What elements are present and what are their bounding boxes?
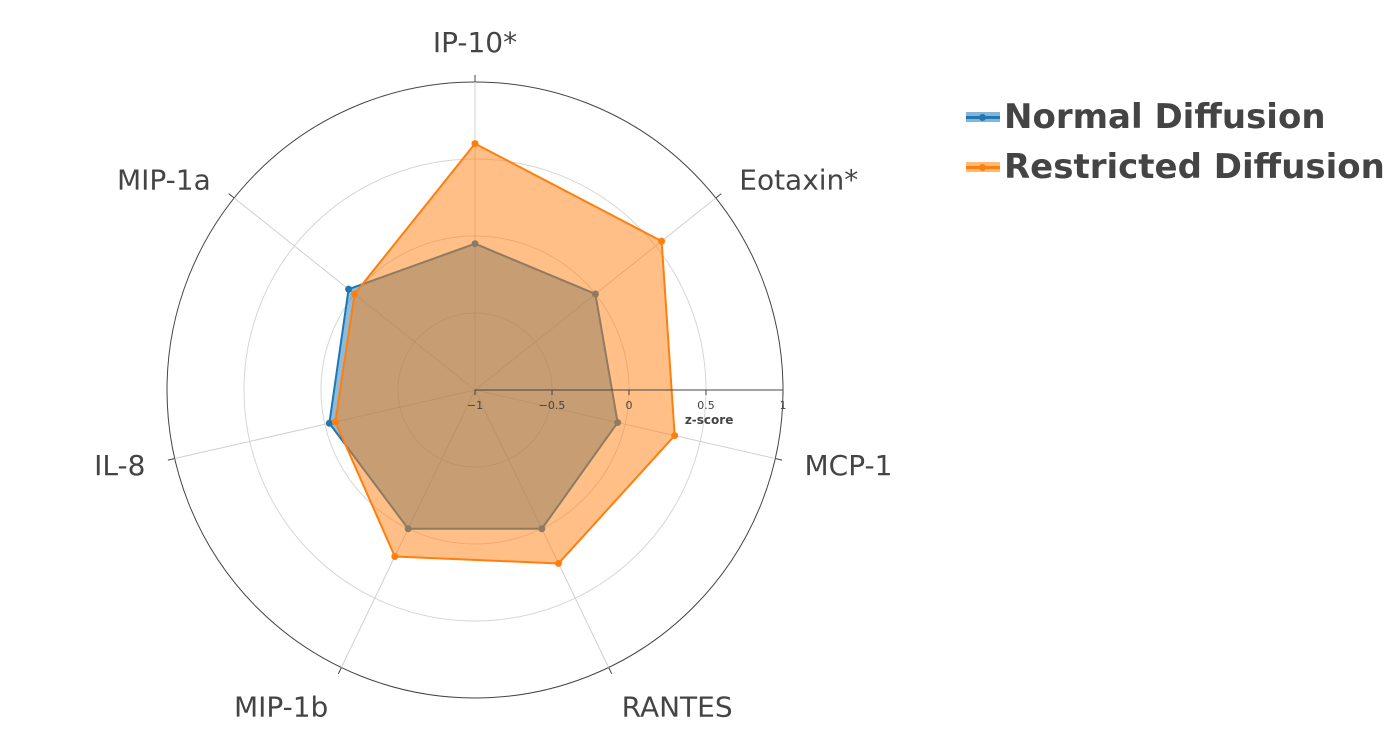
data-point-restricted-diffusion-4[interactable] <box>391 552 399 560</box>
radar-angular-tick <box>167 458 175 461</box>
category-label: MIP-1a <box>117 163 211 196</box>
radial-axis-title: z-score <box>685 413 734 427</box>
category-label: IP-10* <box>433 26 517 59</box>
category-label: MCP-1 <box>805 449 893 482</box>
legend-swatch-dot <box>979 114 986 121</box>
category-label: Eotaxin* <box>739 163 858 196</box>
radar-angular-tick <box>228 193 235 199</box>
category-labels: IP-10* Eotaxin* MCP-1 RANTES MIP-1b IL-8 MIP-1… <box>94 26 892 724</box>
category-label: IL-8 <box>94 449 145 482</box>
legend-label-restricted-diffusion: Restricted Diffusion <box>1004 147 1384 187</box>
data-point-restricted-diffusion-2[interactable] <box>671 432 679 440</box>
radial-axis-tick-label: −0.5 <box>539 399 566 412</box>
series-area-restricted-diffusion[interactable] <box>334 142 676 565</box>
radar-angular-tick <box>337 667 342 675</box>
radial-axis: −1 −0.5 0 0.5 1 z-score <box>467 389 787 427</box>
radar-angular-tick <box>715 193 722 199</box>
legend-item-restricted-diffusion[interactable]: Restricted Diffusion <box>966 142 1384 192</box>
legend-swatch-restricted-diffusion <box>966 160 1000 174</box>
category-label: MIP-1b <box>234 691 328 724</box>
radar-series-layer <box>325 140 679 567</box>
radial-axis-tick-label: −1 <box>467 399 483 412</box>
data-point-restricted-diffusion-0[interactable] <box>471 140 479 148</box>
legend-label-normal-diffusion: Normal Diffusion <box>1004 97 1326 137</box>
data-point-restricted-diffusion-5[interactable] <box>331 418 339 426</box>
data-point-restricted-diffusion-6[interactable] <box>351 290 359 298</box>
radial-axis-tick-label: 1 <box>780 399 787 412</box>
category-label: RANTES <box>622 691 733 724</box>
radar-angular-tick <box>608 667 613 675</box>
data-point-normal-diffusion-6[interactable] <box>345 285 353 293</box>
data-point-normal-diffusion-5[interactable] <box>325 419 333 427</box>
legend-item-normal-diffusion[interactable]: Normal Diffusion <box>966 92 1384 142</box>
radar-angular-tick <box>775 458 783 461</box>
legend-swatch-dot <box>979 164 986 171</box>
radial-axis-tick-label: 0.5 <box>697 399 715 412</box>
radial-axis-tick-label: 0 <box>626 399 633 412</box>
legend-swatch-normal-diffusion <box>966 110 1000 124</box>
data-point-restricted-diffusion-1[interactable] <box>658 237 666 245</box>
legend: Normal Diffusion Restricted Diffusion <box>966 92 1384 192</box>
data-point-restricted-diffusion-3[interactable] <box>555 559 563 567</box>
